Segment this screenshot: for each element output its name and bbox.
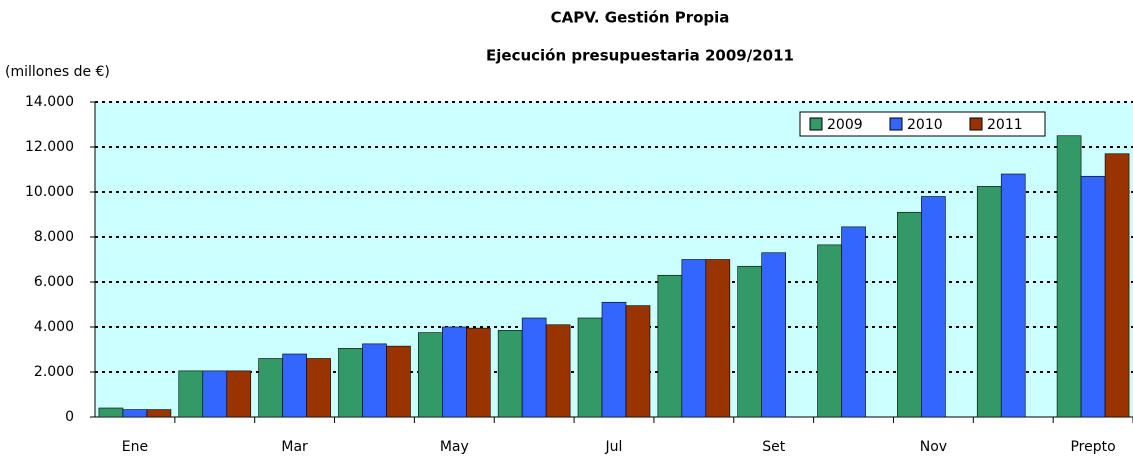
- legend-swatch: [969, 117, 983, 131]
- bar: [1000, 173, 1026, 418]
- bar: [497, 330, 523, 418]
- bar: [817, 244, 842, 418]
- bar: [1104, 153, 1130, 418]
- bar: [146, 409, 172, 418]
- legend-swatch: [889, 117, 903, 131]
- y-tick-label: 6.000: [34, 274, 74, 290]
- bar: [226, 370, 252, 418]
- bar: [1080, 175, 1106, 418]
- x-tick-label: Set: [762, 439, 786, 455]
- chart-title: CAPV. Gestión Propia: [551, 9, 730, 27]
- x-tick-label: Prepto: [1070, 439, 1115, 455]
- y-tick-label: 0: [65, 409, 74, 425]
- bar: [306, 358, 331, 418]
- bar: [202, 370, 228, 418]
- y-tick-label: 12.000: [25, 139, 74, 155]
- bar: [282, 353, 307, 418]
- y-tick-label: 14.000: [25, 94, 74, 110]
- x-tick-label: Jul: [605, 439, 623, 455]
- x-tick-label: Mar: [281, 439, 308, 455]
- bar: [897, 211, 922, 418]
- x-tick-label: May: [440, 439, 469, 455]
- y-tick-label: 10.000: [25, 184, 74, 200]
- bar: [338, 348, 363, 418]
- bar: [386, 345, 411, 418]
- x-tick-label: Ene: [122, 439, 148, 455]
- legend-swatch: [809, 117, 823, 131]
- bar: [761, 252, 786, 418]
- legend-box: [799, 111, 1046, 137]
- bar: [1056, 135, 1082, 418]
- bar: [681, 259, 707, 418]
- bar: [362, 343, 387, 418]
- legend-label: 2009: [827, 117, 863, 133]
- legend-label: 2010: [907, 117, 943, 133]
- y-tick-label: 2.000: [34, 364, 74, 380]
- bar: [521, 317, 547, 418]
- bar: [577, 317, 603, 418]
- y-tick-label: 4.000: [34, 319, 74, 335]
- chart-subtitle: Ejecución presupuestaria 2009/2011: [486, 47, 794, 65]
- bar: [976, 186, 1002, 418]
- bar: [545, 324, 571, 418]
- bar: [737, 265, 762, 418]
- y-axis-label: (millones de €): [5, 64, 110, 80]
- bar: [625, 305, 651, 418]
- bar: [98, 407, 124, 418]
- bar: [418, 332, 443, 418]
- y-tick-label: 8.000: [34, 229, 74, 245]
- bar: [921, 196, 946, 418]
- bar: [841, 226, 866, 418]
- bar: [657, 274, 683, 418]
- bar: [178, 370, 204, 418]
- bar: [442, 326, 467, 418]
- x-tick-label: Nov: [920, 439, 947, 455]
- bar: [601, 301, 627, 418]
- bar: [705, 259, 731, 418]
- bar: [258, 358, 283, 418]
- legend-label: 2011: [987, 117, 1023, 133]
- bar: [466, 327, 491, 418]
- bar: [122, 409, 148, 418]
